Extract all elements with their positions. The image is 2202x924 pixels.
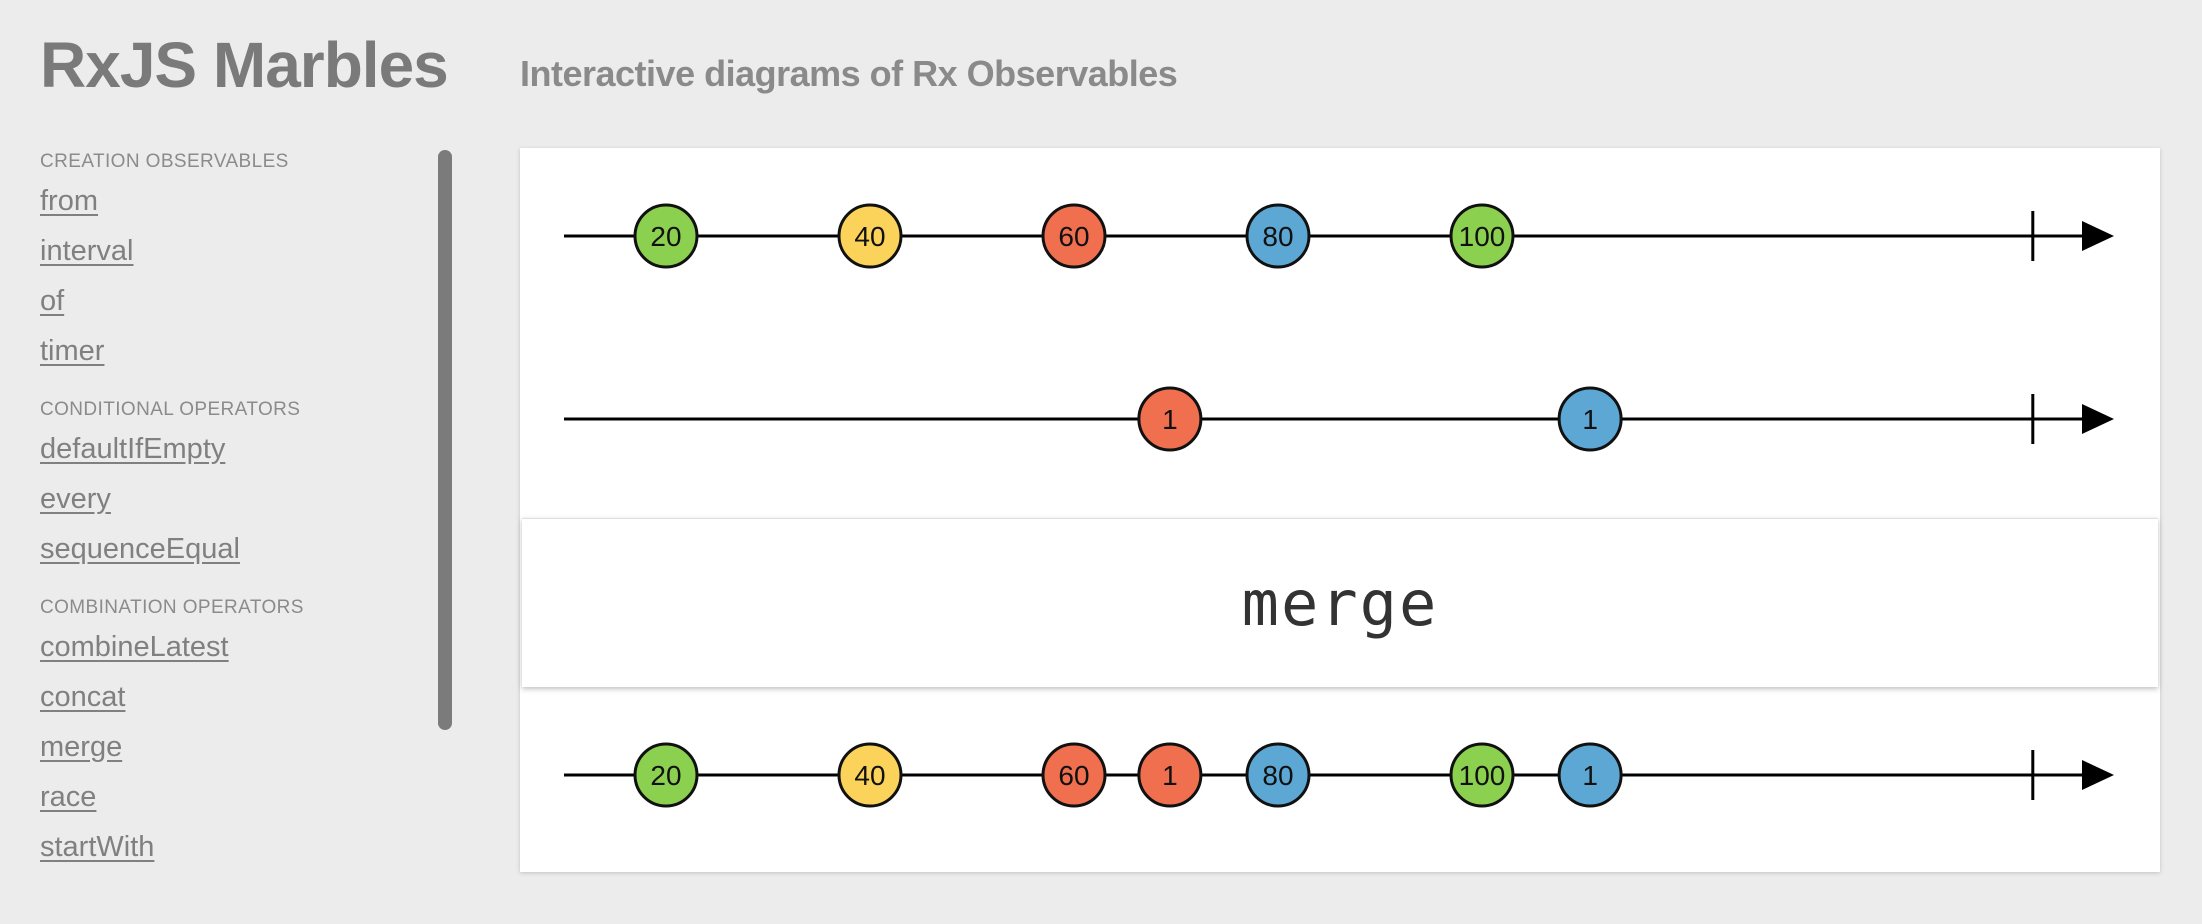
app-subtitle: Interactive diagrams of Rx Observables (520, 53, 1178, 94)
marble-label: 1 (1162, 760, 1178, 791)
marble-label: 1 (1582, 404, 1598, 435)
nav-link-every[interactable]: every (40, 483, 111, 515)
app-title: RxJS Marbles (40, 29, 449, 101)
nav-link-timer[interactable]: timer (40, 335, 105, 367)
marble-circle[interactable] (1557, 742, 1623, 808)
nav-link-of[interactable]: of (40, 285, 65, 317)
sidebar-group-conditional: CONDITIONAL OPERATORS defaultIfEmpty eve… (40, 396, 430, 574)
marble-circle[interactable] (1137, 386, 1203, 452)
marble-circle[interactable] (837, 742, 903, 808)
operator-box: merge (522, 518, 2158, 687)
marble-label: 1 (1582, 760, 1598, 791)
marble-label: 20 (650, 221, 681, 252)
marble[interactable]: 20 (633, 742, 699, 808)
marble[interactable]: 20 (633, 203, 699, 269)
marble[interactable]: 60 (1041, 203, 1107, 269)
marble[interactable]: 1 (1557, 386, 1623, 452)
timeline-input-1: 20 40 60 80 100 (564, 203, 2114, 269)
marble-label: 80 (1262, 221, 1293, 252)
nav-link-interval[interactable]: interval (40, 235, 134, 267)
marble-circle[interactable] (837, 203, 903, 269)
marble-circle[interactable] (633, 203, 699, 269)
marble-diagram-panel (520, 148, 2160, 872)
sidebar-scrollbar[interactable] (438, 150, 452, 730)
marble[interactable]: 100 (1449, 203, 1515, 269)
sidebar: CREATION OBSERVABLES from interval of ti… (40, 148, 430, 924)
marble-circle[interactable] (1041, 742, 1107, 808)
operator-name: merge (1241, 566, 1439, 640)
marble-label: 80 (1262, 760, 1293, 791)
marble[interactable]: 80 (1245, 203, 1311, 269)
marble-circle[interactable] (1245, 203, 1311, 269)
marble-label: 100 (1459, 760, 1506, 791)
nav-link-defaultifempty[interactable]: defaultIfEmpty (40, 433, 226, 465)
group-title: COMBINATION OPERATORS (40, 597, 304, 618)
marble-circle[interactable] (1449, 742, 1515, 808)
marble-circle[interactable] (1041, 203, 1107, 269)
marble[interactable]: 60 (1041, 742, 1107, 808)
marble-label: 100 (1459, 221, 1506, 252)
marble-label: 40 (854, 760, 885, 791)
group-title: CONDITIONAL OPERATORS (40, 399, 301, 420)
marble[interactable]: 1 (1137, 386, 1203, 452)
nav-link-race[interactable]: race (40, 781, 97, 813)
group-title: CREATION OBSERVABLES (40, 151, 289, 172)
marble[interactable]: 1 (1137, 742, 1203, 808)
marble-label: 60 (1058, 221, 1089, 252)
nav-link-sequenceequal[interactable]: sequenceEqual (40, 533, 240, 565)
marble[interactable]: 40 (837, 742, 903, 808)
marble-label: 1 (1162, 404, 1178, 435)
marble[interactable]: 100 (1449, 742, 1515, 808)
marble-circle[interactable] (1557, 386, 1623, 452)
marble-circle[interactable] (1449, 203, 1515, 269)
nav-link-concat[interactable]: concat (40, 681, 126, 713)
nav-link-startwith[interactable]: startWith (40, 831, 155, 863)
marble-label: 20 (650, 760, 681, 791)
sidebar-group-creation: CREATION OBSERVABLES from interval of ti… (40, 148, 430, 376)
marble-label: 60 (1058, 760, 1089, 791)
marble-circle[interactable] (1137, 742, 1203, 808)
marble-circle[interactable] (1245, 742, 1311, 808)
nav-link-merge[interactable]: merge (40, 731, 123, 763)
nav-link-combinelatest[interactable]: combineLatest (40, 631, 229, 663)
marble[interactable]: 40 (837, 203, 903, 269)
marble[interactable]: 80 (1245, 742, 1311, 808)
marble[interactable]: 1 (1557, 742, 1623, 808)
sidebar-group-combination: COMBINATION OPERATORS combineLatest conc… (40, 594, 430, 872)
scrollbar-thumb[interactable] (438, 150, 452, 730)
marble-circle[interactable] (633, 742, 699, 808)
nav-link-from[interactable]: from (40, 185, 98, 217)
marble-label: 40 (854, 221, 885, 252)
